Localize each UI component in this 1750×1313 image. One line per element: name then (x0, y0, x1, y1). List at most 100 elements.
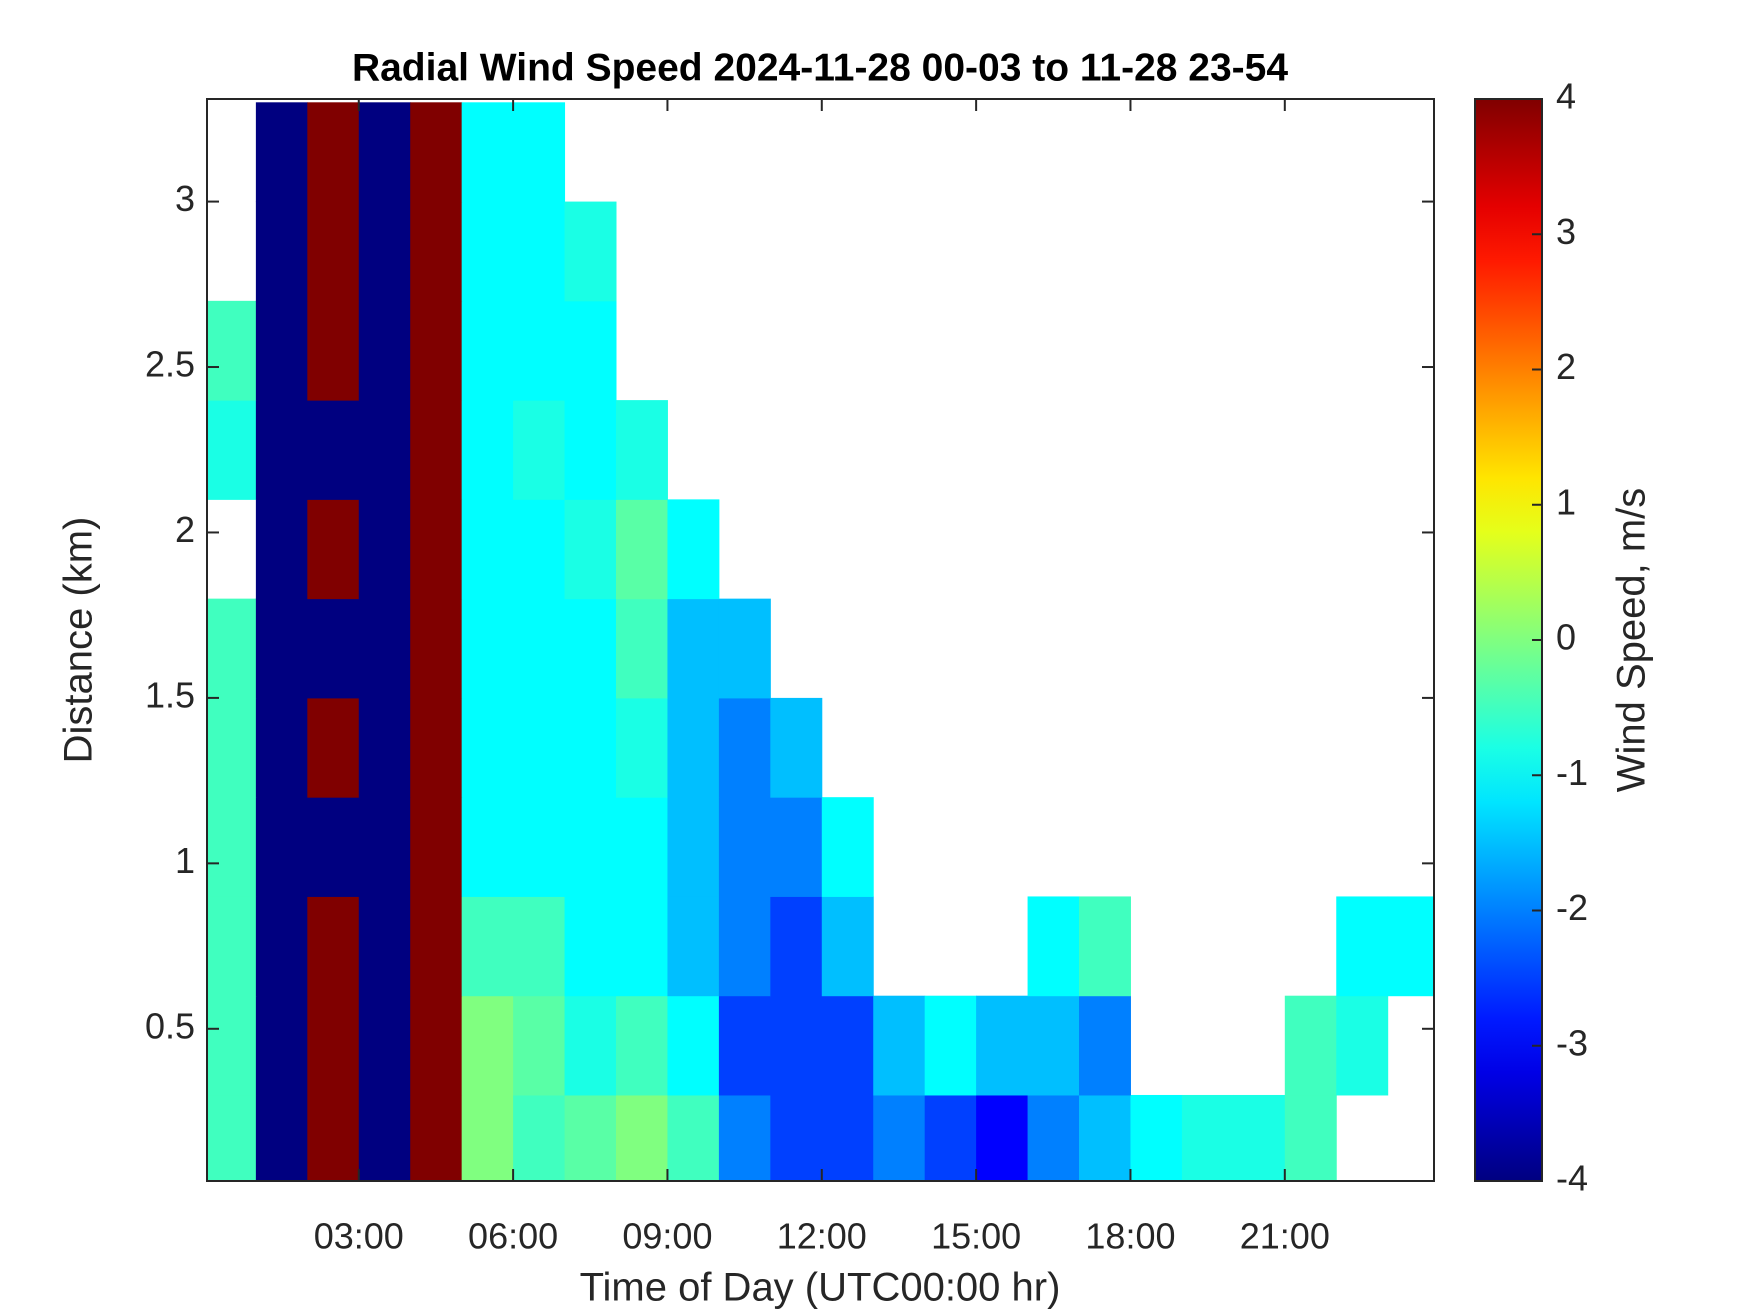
cell (564, 896, 617, 997)
cell (513, 1094, 566, 1181)
cell (1027, 896, 1080, 997)
cell (255, 598, 308, 699)
cell (307, 896, 360, 997)
cell (718, 896, 771, 997)
cell (718, 995, 771, 1096)
cell (1130, 1094, 1183, 1181)
cell (1027, 1094, 1080, 1181)
cell (616, 995, 668, 1096)
cell (461, 102, 514, 203)
cell (307, 697, 360, 798)
cell (667, 896, 720, 997)
cell (410, 697, 463, 798)
cell (616, 1094, 668, 1181)
cell (924, 1094, 977, 1181)
cell (358, 102, 411, 203)
cell (513, 201, 566, 302)
cell (564, 697, 617, 798)
cell (410, 995, 463, 1096)
cell (616, 499, 668, 600)
cell (255, 499, 308, 600)
cell (207, 797, 257, 897)
x-tick-label: 15:00 (931, 1216, 1021, 1257)
cell (564, 499, 617, 600)
cell (410, 896, 463, 997)
y-tick-label: 1 (175, 840, 195, 881)
cell (1336, 896, 1389, 997)
y-tick-label: 2 (175, 509, 195, 550)
cell (513, 102, 566, 203)
x-tick-label: 18:00 (1085, 1216, 1175, 1257)
cell (461, 300, 514, 401)
cell (821, 995, 874, 1096)
cell (410, 499, 463, 600)
cell (255, 896, 308, 997)
x-tick-label: 03:00 (314, 1216, 404, 1257)
cell (1233, 1094, 1286, 1181)
cell (461, 400, 514, 500)
cell (207, 300, 257, 401)
cell (718, 598, 771, 699)
cell (461, 797, 514, 897)
cell (1079, 1094, 1131, 1181)
y-tick-label: 3 (175, 178, 195, 219)
cell (358, 300, 411, 401)
cell (1027, 995, 1080, 1096)
cell (924, 995, 977, 1096)
cell (461, 598, 514, 699)
cell (207, 697, 257, 798)
cell (770, 896, 823, 997)
colorbar (1474, 98, 1543, 1182)
cell (513, 995, 566, 1096)
cell (616, 896, 668, 997)
cell (410, 201, 463, 302)
colorbar-tick-label: 2 (1556, 346, 1576, 387)
cell (873, 1094, 926, 1181)
cell (207, 896, 257, 997)
cell (770, 1094, 823, 1181)
cell (616, 697, 668, 798)
cell (718, 1094, 771, 1181)
cell (307, 598, 360, 699)
cell (307, 797, 360, 897)
cell (207, 598, 257, 699)
colorbar-tick-label: -3 (1556, 1022, 1588, 1063)
cell (358, 995, 411, 1096)
cell (461, 201, 514, 302)
cell (307, 995, 360, 1096)
cell (461, 896, 514, 997)
cell (718, 697, 771, 798)
cell (410, 598, 463, 699)
x-tick-label: 12:00 (777, 1216, 867, 1257)
cell (358, 499, 411, 600)
cell (255, 1094, 308, 1181)
cell (207, 1094, 257, 1181)
cell (410, 797, 463, 897)
cell (976, 1094, 1029, 1181)
x-tick-label: 06:00 (468, 1216, 558, 1257)
cell (513, 400, 566, 500)
cell (1336, 995, 1389, 1096)
cell (770, 697, 823, 798)
cell (358, 201, 411, 302)
cell (513, 697, 566, 798)
cell (873, 995, 926, 1096)
colorbar-label: Wind Speed, m/s (1610, 488, 1654, 793)
cell (307, 102, 360, 203)
cell (207, 400, 257, 500)
cell (358, 896, 411, 997)
cell (821, 797, 874, 897)
cell (358, 797, 411, 897)
cell (410, 1094, 463, 1181)
cell (307, 300, 360, 401)
cell (1079, 995, 1131, 1096)
cell (718, 797, 771, 897)
cell (358, 598, 411, 699)
y-axis-label: Distance (km) (57, 517, 101, 764)
cell (255, 995, 308, 1096)
cell (616, 400, 668, 500)
x-axis-label: Time of Day (UTC00:00 hr) (580, 1266, 1061, 1310)
y-tick-label: 0.5 (145, 1005, 195, 1046)
cell (358, 400, 411, 500)
